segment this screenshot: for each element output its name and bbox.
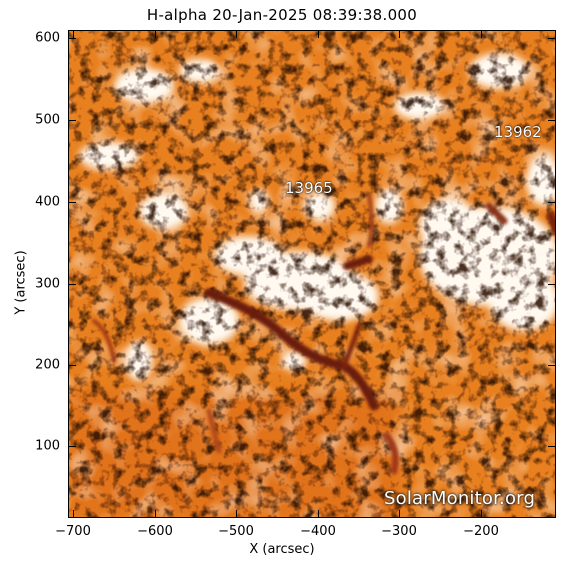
y-tick-label: 200 <box>35 357 60 373</box>
dark-mottle-network <box>69 31 555 517</box>
y-tick-label: 400 <box>35 194 60 210</box>
right-filament <box>485 202 508 225</box>
lower-filament <box>383 432 399 475</box>
x-tick-label: −300 <box>381 524 417 539</box>
y-tick-mark <box>68 120 76 121</box>
x-tick-mark <box>73 30 74 38</box>
x-tick-label: −500 <box>218 524 254 539</box>
y-tick-label: 300 <box>35 276 60 292</box>
dark-filaments <box>92 194 555 475</box>
x-tick-mark <box>318 510 319 518</box>
y-tick-label: 100 <box>35 438 60 454</box>
x-tick-label: −600 <box>137 524 173 539</box>
solarmonitor-watermark: SolarMonitor.org <box>384 488 536 509</box>
bottom-filament <box>206 408 222 454</box>
y-tick-mark <box>68 284 76 285</box>
x-tick-mark <box>481 510 482 518</box>
active-region-label: 13965 <box>285 179 333 197</box>
short-filament <box>343 255 373 270</box>
x-tick-mark <box>236 510 237 518</box>
y-tick-mark <box>548 38 556 39</box>
x-tick-label: −700 <box>55 524 91 539</box>
left-filament <box>92 319 116 363</box>
x-tick-mark <box>318 30 319 38</box>
y-tick-mark <box>68 446 76 447</box>
y-tick-label: 500 <box>35 112 60 128</box>
x-tick-mark <box>399 30 400 38</box>
solar-image-frame: 13965 13962 <box>68 30 556 518</box>
y-tick-mark <box>548 202 556 203</box>
x-tick-mark <box>73 510 74 518</box>
x-tick-mark <box>155 510 156 518</box>
x-tick-mark <box>481 30 482 38</box>
x-tick-label: −200 <box>463 524 499 539</box>
y-tick-mark <box>548 284 556 285</box>
y-tick-mark <box>68 365 76 366</box>
main-filament <box>204 288 379 411</box>
x-axis-label: X (arcsec) <box>249 542 315 557</box>
edge-filament <box>546 211 555 236</box>
plot-title: H-alpha 20-Jan-2025 08:39:38.000 <box>146 6 418 24</box>
active-region-label: 13962 <box>494 123 542 141</box>
y-tick-label: 600 <box>35 30 60 46</box>
h-alpha-solar-image <box>69 31 555 517</box>
x-tick-mark <box>399 510 400 518</box>
y-tick-mark <box>68 202 76 203</box>
y-tick-mark <box>548 365 556 366</box>
y-tick-mark <box>548 446 556 447</box>
upper-filament <box>367 194 374 248</box>
y-axis-label: Y (arcsec) <box>13 250 29 315</box>
x-tick-mark <box>236 30 237 38</box>
y-tick-mark <box>68 38 76 39</box>
y-tick-mark <box>548 120 556 121</box>
x-tick-label: −400 <box>300 524 336 539</box>
x-tick-mark <box>155 30 156 38</box>
filament-branch <box>341 323 362 369</box>
